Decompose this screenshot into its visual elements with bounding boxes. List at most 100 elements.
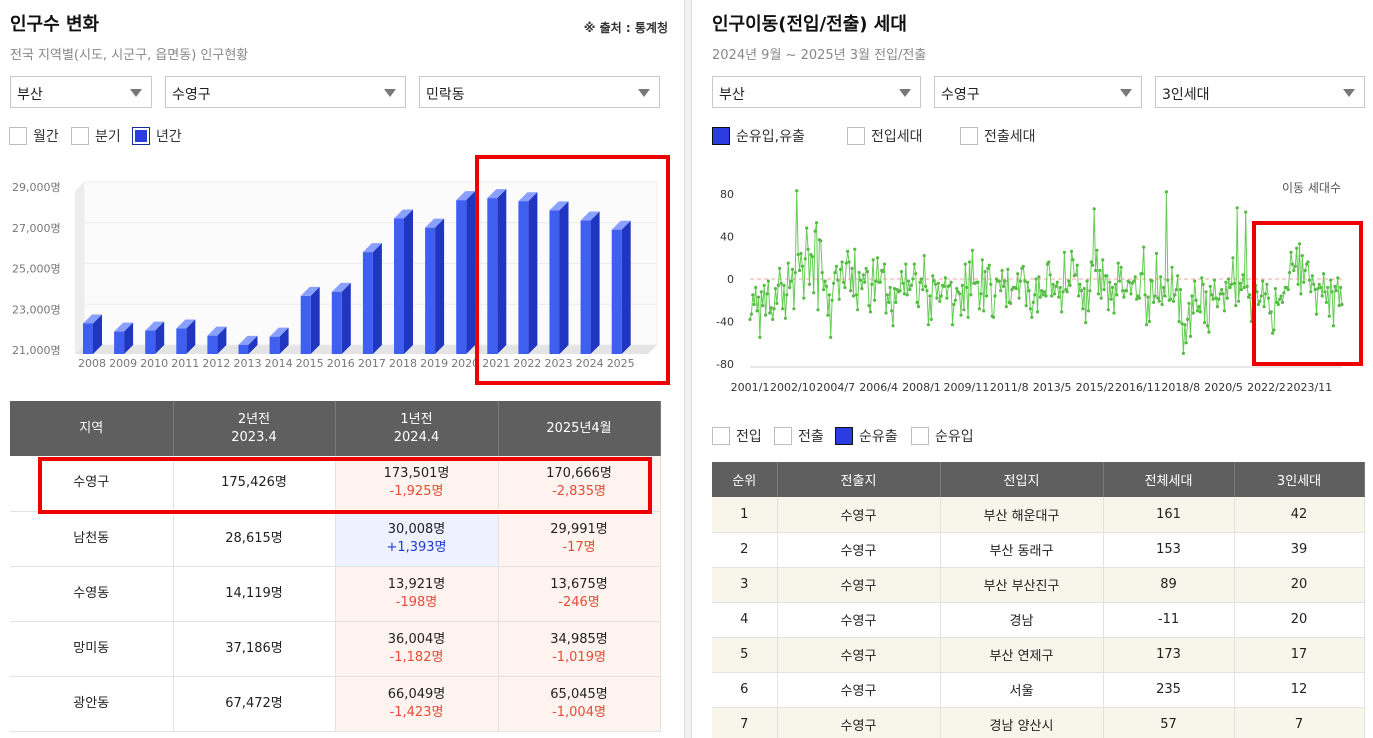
column-header-current: 2025년4월 [498, 401, 661, 456]
table-row[interactable]: 3 수영구 부산 부산진구 89 20 [712, 567, 1365, 603]
data-point [1317, 282, 1321, 286]
table-row[interactable]: 2 수영구 부산 동래구 153 39 [712, 532, 1365, 568]
table-row[interactable]: 망미동 37,186명 36,004명 -1,182명 34,985명 -1,019… [10, 621, 661, 677]
table-row[interactable]: 수영구 175,426명 173,501명 -1,925명 170,666명 -2,… [10, 456, 661, 512]
data-point [795, 189, 799, 193]
data-point [1316, 287, 1320, 291]
series-in-checkbox[interactable]: 전입세대 [847, 126, 923, 146]
data-point [1068, 283, 1072, 287]
table-row[interactable]: 6 수영구 서울 235 12 [712, 672, 1365, 708]
filter-net-out-checkbox[interactable]: 순유출 [835, 426, 898, 446]
filter-net-in-checkbox[interactable]: 순유입 [911, 426, 974, 446]
x-tick-label: 2023/11 [1286, 381, 1332, 394]
data-point [1280, 300, 1285, 304]
data-point [1177, 319, 1181, 324]
total-cell: 235 [1103, 672, 1235, 708]
table-row[interactable]: 광안동 67,472명 66,049명 -1,423명 65,045명 -1,004… [10, 676, 661, 732]
y-tick-label: 0 [727, 273, 734, 286]
total-cell: 161 [1103, 497, 1235, 533]
table-header-row: 지역 2년전 2023.4 1년전 2024.4 2025년4월 [10, 401, 661, 456]
origin-cell: 수영구 [777, 532, 941, 568]
bar-side [93, 314, 102, 354]
series-out-checkbox[interactable]: 전출세대 [960, 126, 1036, 146]
data-point [970, 248, 974, 252]
data-point [1320, 294, 1324, 298]
data-point [943, 276, 947, 280]
data-point [1263, 292, 1268, 296]
sigungu-select[interactable]: 수영구 [934, 76, 1142, 108]
current-cell: 170,666명 -2,835명 [498, 456, 661, 512]
data-point [1187, 301, 1191, 305]
data-point [919, 277, 923, 281]
checkbox-icon [774, 427, 792, 445]
y-tick-label: 25,000명 [12, 263, 61, 276]
two-years-cell: 37,186명 [173, 621, 336, 677]
bar-side [310, 286, 320, 354]
data-point [1050, 294, 1054, 298]
data-point [1333, 284, 1337, 288]
table-row[interactable]: 남천동 28,615명 30,008명 +1,393명 29,991명 -17명 [10, 511, 661, 567]
x-tick-label: 2020/5 [1204, 381, 1243, 394]
bar-side [528, 192, 538, 354]
table-row[interactable]: 1 수영구 부산 해운대구 161 42 [712, 497, 1365, 533]
data-point [1047, 260, 1051, 264]
data-point [1081, 307, 1085, 311]
data-point [1220, 288, 1224, 292]
data-point [755, 309, 759, 313]
series-net-checkbox[interactable]: 순유입,유출 [712, 126, 805, 146]
data-point [868, 310, 872, 314]
current-cell: 65,045명 -1,004명 [498, 676, 661, 732]
sigungu-select[interactable]: 수영구 [165, 76, 406, 108]
data-point [1088, 289, 1092, 293]
data-point [1160, 302, 1164, 307]
dong-select[interactable]: 민락동 [419, 76, 660, 108]
y-tick-label: 80 [720, 188, 734, 201]
data-point [1181, 351, 1185, 355]
data-point [907, 279, 911, 283]
data-point [1078, 282, 1082, 286]
data-point [856, 308, 860, 312]
y-tick-label: 23,000명 [12, 303, 61, 316]
data-point [1299, 292, 1303, 296]
sido-select[interactable]: 부산 [712, 76, 921, 108]
data-point [751, 293, 755, 297]
period-monthly-checkbox[interactable]: 월간 [9, 126, 59, 146]
data-point [1028, 307, 1032, 311]
period-yearly-checkbox[interactable]: 년간 [132, 126, 182, 146]
total-cell: -11 [1103, 602, 1235, 638]
data-point [789, 279, 793, 283]
data-point [769, 306, 773, 310]
data-point [1271, 331, 1275, 335]
data-point [1329, 278, 1333, 282]
sido-select[interactable]: 부산 [10, 76, 152, 108]
checkbox-icon [911, 427, 929, 445]
period-quarterly-checkbox[interactable]: 분기 [71, 126, 121, 146]
data-point [846, 249, 850, 253]
data-point [1278, 297, 1282, 301]
y-tick-label: 21,000명 [12, 344, 61, 357]
filter-in-checkbox[interactable]: 전입 [712, 426, 762, 446]
checkbox-icon [71, 127, 89, 145]
table-row[interactable]: 4 수영구 경남 -11 20 [712, 602, 1365, 638]
household-size-select[interactable]: 3인세대 [1155, 76, 1365, 108]
data-point [1098, 268, 1102, 273]
data-point [849, 289, 853, 293]
rank-cell: 1 [712, 497, 778, 533]
data-point [803, 257, 807, 261]
migration-table: 순위 전출지 전입지 전체세대 3인세대 1 수영구 부산 해운대구 161 4… [712, 462, 1365, 738]
table-row[interactable]: 5 수영구 부산 연제구 173 17 [712, 637, 1365, 673]
filter-out-checkbox[interactable]: 전출 [774, 426, 824, 446]
data-point [1194, 298, 1198, 302]
data-point [908, 288, 912, 292]
data-point [837, 297, 841, 301]
data-point [853, 247, 857, 251]
table-row[interactable]: 수영동 14,119명 13,921명 -198명 13,675명 -246명 [10, 566, 661, 622]
bar-top [207, 326, 227, 336]
data-point [914, 272, 918, 276]
table-row[interactable]: 7 수영구 경남 양산시 57 7 [712, 707, 1365, 738]
data-point [819, 239, 823, 243]
data-point [867, 304, 871, 308]
data-point [1035, 310, 1040, 314]
data-point [1135, 297, 1139, 301]
data-point [1074, 273, 1078, 277]
